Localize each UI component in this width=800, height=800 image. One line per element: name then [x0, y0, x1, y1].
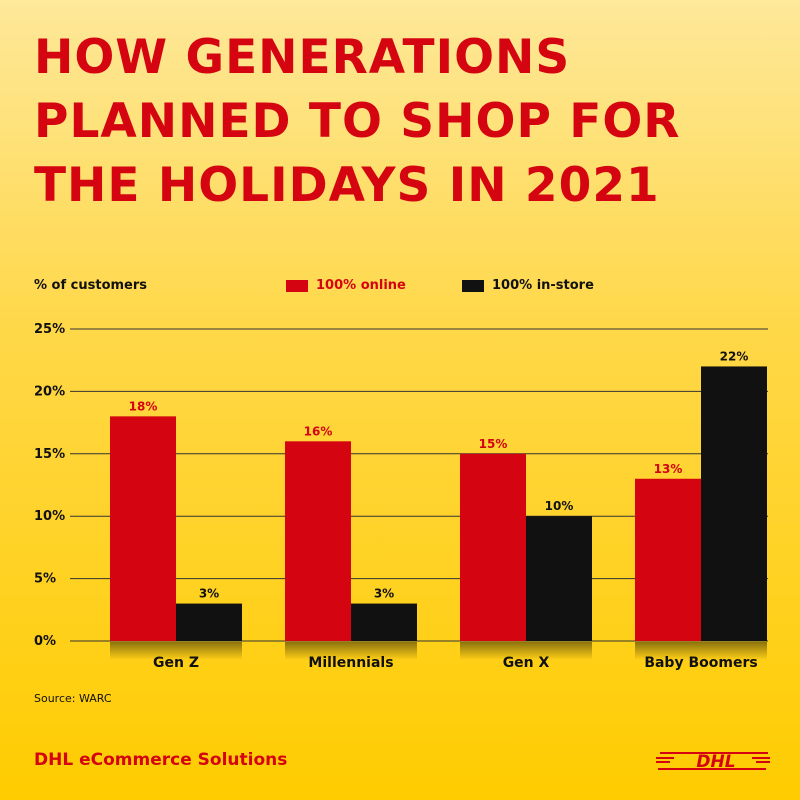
category-label: Gen X [503, 655, 550, 671]
legend-swatch-online [286, 279, 308, 292]
data-label: 3% [374, 587, 394, 601]
source-note: Source: WARC [34, 692, 112, 705]
bar-chart: 0% 5% 10% 15% 20% 25% 18% 3% Gen Z 16% 3% Millennia… [34, 322, 768, 671]
category-band [110, 642, 242, 660]
legend-label-instore: 100% in-store [492, 278, 594, 293]
chart-title: HOW GENERATIONS PLANNED TO SHOP FOR THE … [34, 26, 794, 218]
data-label: 16% [304, 424, 333, 438]
y-tick-label: 15% [34, 447, 65, 462]
data-label: 3% [199, 587, 219, 601]
category-label: Baby Boomers [644, 655, 757, 671]
data-label: 10% [545, 499, 574, 513]
bar-online [285, 441, 351, 641]
bar-instore [176, 603, 242, 641]
dhl-logo: DHL [656, 752, 770, 772]
category-label: Millennials [308, 655, 393, 671]
legend-swatch-instore [462, 279, 484, 292]
title-line-2: PLANNED TO SHOP FOR [34, 94, 681, 149]
legend-item-online: 100% online [286, 278, 406, 293]
data-label: 22% [720, 349, 749, 363]
bar-online [460, 453, 526, 641]
legend-label-online: 100% online [316, 278, 406, 293]
bar-instore [526, 516, 592, 641]
data-label: 15% [479, 437, 508, 451]
category-band [285, 642, 417, 660]
y-tick-label: 25% [34, 322, 65, 337]
y-tick-label: 10% [34, 509, 65, 524]
category-label: Gen Z [153, 655, 199, 671]
y-tick-label: 0% [34, 634, 56, 649]
bar-instore [701, 366, 767, 641]
data-label: 13% [654, 462, 683, 476]
category-band [460, 642, 592, 660]
dhl-logo-text: DHL [696, 752, 735, 772]
title-line-3: THE HOLIDAYS IN 2021 [34, 158, 660, 213]
bar-online [635, 478, 701, 641]
brand-name: DHL eCommerce Solutions [34, 750, 288, 770]
y-axis-label: % of customers [34, 278, 148, 293]
bar-instore [351, 603, 417, 641]
category-band [635, 642, 767, 660]
y-tick-label: 5% [34, 572, 56, 587]
data-label: 18% [129, 399, 158, 413]
legend-item-instore: 100% in-store [462, 278, 594, 293]
title-line-1: HOW GENERATIONS [34, 30, 571, 85]
bar-online [110, 416, 176, 641]
y-tick-label: 20% [34, 384, 65, 399]
